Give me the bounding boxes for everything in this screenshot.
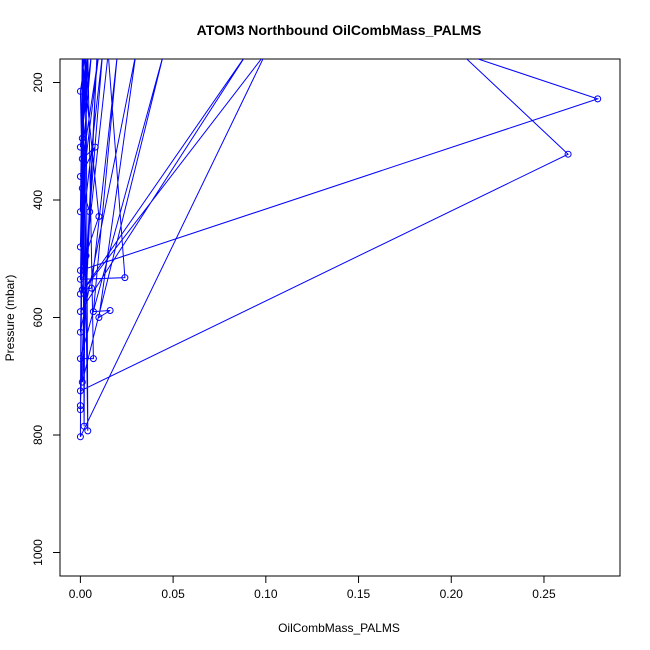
data-point [76, 387, 84, 395]
data-point [76, 433, 84, 441]
y-tick-label: 1000 [31, 539, 45, 566]
series-layer [76, 59, 602, 441]
data-point [78, 286, 86, 294]
data-point [594, 95, 602, 103]
data-point [89, 308, 97, 316]
data-point [76, 275, 84, 283]
data-point [86, 208, 94, 216]
data-point [106, 307, 114, 314]
y-axis-label: Pressure (mbar) [3, 275, 17, 362]
data-point [78, 134, 86, 142]
data-point [76, 267, 84, 274]
x-tick-label: 0.10 [254, 587, 278, 601]
y-tick-label: 400 [31, 190, 45, 210]
data-point [76, 308, 84, 316]
data-point [80, 422, 88, 430]
data-point [76, 290, 84, 298]
data-point [84, 427, 92, 435]
x-axis: 0.00 0.05 0.10 0.15 0.20 0.25 [69, 576, 556, 601]
data-point [95, 213, 103, 220]
data-point [76, 402, 84, 410]
y-tick-label: 600 [31, 307, 45, 327]
data-point [76, 328, 84, 336]
data-point [78, 184, 86, 192]
data-point [564, 150, 572, 158]
x-tick-label: 0.15 [347, 587, 371, 601]
data-point [121, 274, 129, 282]
data-point [88, 284, 95, 292]
data-point [76, 208, 84, 216]
data-point [78, 378, 86, 386]
x-tick-label: 0.20 [440, 587, 464, 601]
chart-title: ATOM3 Northbound OilCombMass_PALMS [197, 22, 482, 38]
data-point [89, 355, 97, 363]
data-point [82, 252, 90, 260]
data-point [76, 243, 84, 251]
x-axis-label: OilCombMass_PALMS [278, 621, 400, 635]
data-point [76, 355, 84, 363]
y-tick-label: 800 [31, 425, 45, 445]
plot-frame [59, 58, 621, 577]
x-tick-label: 0.25 [532, 587, 556, 601]
data-point [91, 143, 99, 151]
x-tick-label: 0.00 [69, 587, 93, 601]
data-point [76, 173, 84, 180]
series-line [79, 59, 600, 438]
data-point [76, 143, 84, 151]
data-point [76, 406, 84, 414]
y-tick-label: 200 [31, 72, 45, 92]
data-point [95, 314, 103, 321]
y-axis: 200 400 600 800 1000 [31, 72, 60, 566]
data-point [78, 155, 86, 163]
x-tick-label: 0.05 [161, 587, 185, 601]
data-point [80, 267, 88, 274]
data-point [76, 87, 84, 95]
